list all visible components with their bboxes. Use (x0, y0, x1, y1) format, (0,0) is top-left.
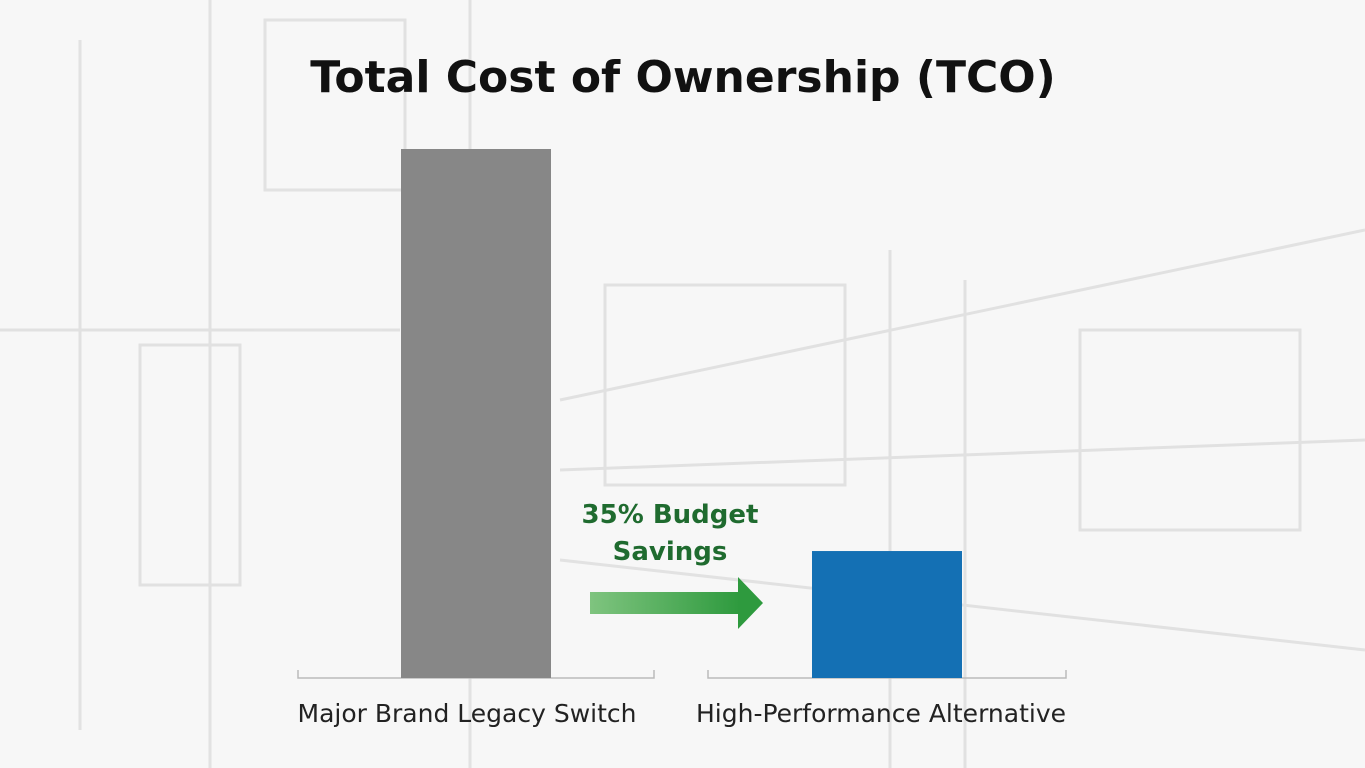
x-tick-label: High-Performance Alternative (696, 699, 1066, 728)
arrow-head (738, 577, 763, 629)
annotation: 35% Budget Savings (581, 500, 759, 567)
savings-arrow (590, 577, 763, 629)
arrow-shaft (590, 592, 740, 614)
x-tick-label: Major Brand Legacy Switch (298, 699, 637, 728)
chart-title: Total Cost of Ownership (TCO) (310, 52, 1056, 103)
bar (401, 149, 551, 678)
bar (812, 551, 962, 678)
